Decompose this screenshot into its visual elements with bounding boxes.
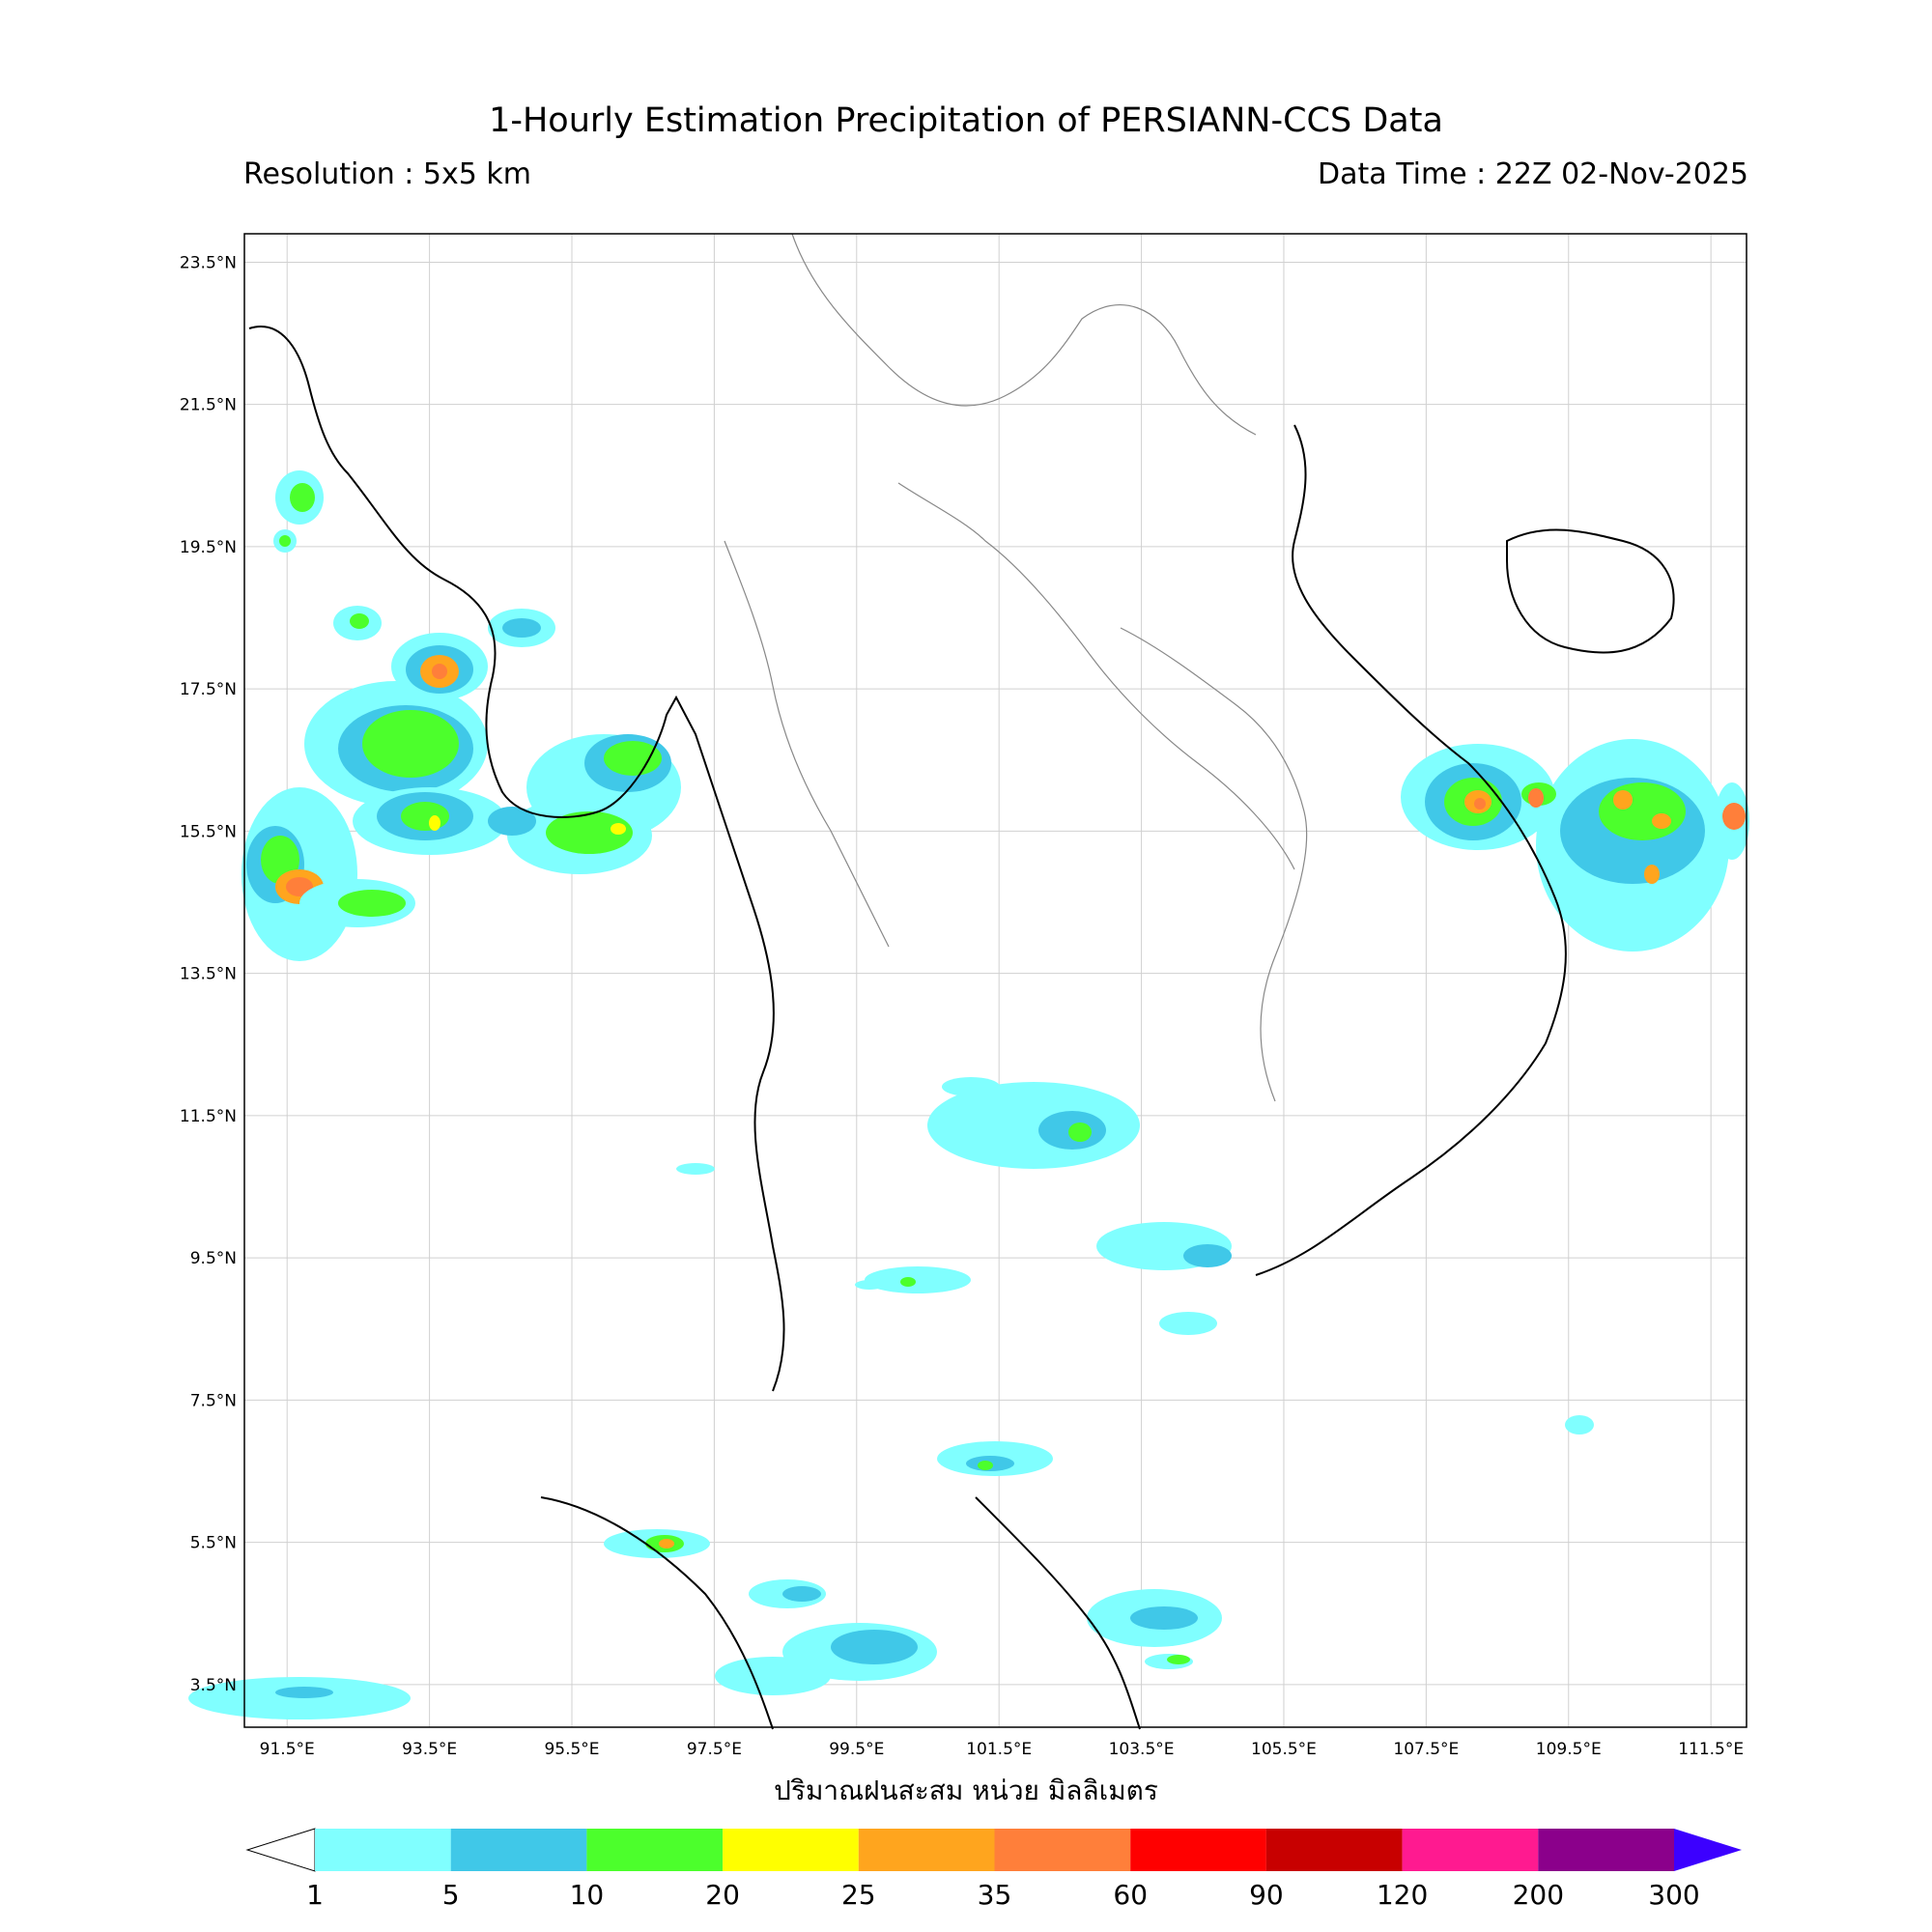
longitude-labels: 91.5°E 93.5°E 95.5°E 97.5°E 99.5°E 101.5°E 103…	[260, 1740, 1744, 1759]
map-title: 1-Hourly Estimation Precipitation of PER…	[489, 101, 1443, 140]
lat-tick-label: 15.5°N	[180, 822, 237, 841]
lon-tick-label: 95.5°E	[544, 1740, 599, 1759]
rain-cluster-vietnam-coast	[1401, 739, 1749, 952]
lon-tick-label: 105.5°E	[1251, 1740, 1317, 1759]
precipitation-layer	[188, 470, 1749, 1719]
lat-tick-label: 21.5°N	[180, 396, 237, 415]
lat-tick-label: 7.5°N	[190, 1391, 237, 1410]
lat-tick-label: 5.5°N	[190, 1534, 237, 1553]
rain-cluster-andaman-sea	[488, 609, 681, 874]
lon-tick-label: 109.5°E	[1536, 1740, 1602, 1759]
country-borders	[724, 233, 1308, 1102]
lat-tick-label: 17.5°N	[180, 680, 237, 699]
latitude-labels: 23.5°N 21.5°N 19.5°N 17.5°N 15.5°N 13.5°N 11.5…	[180, 253, 237, 1694]
rain-cluster-myanmar-coast	[273, 470, 507, 855]
lon-tick-label: 91.5°E	[260, 1740, 315, 1759]
lat-tick-label: 23.5°N	[180, 253, 237, 272]
map-background	[244, 234, 1747, 1727]
rain-cluster-west-edge	[242, 787, 415, 961]
resolution-label: Resolution : 5x5 km	[243, 157, 531, 191]
lat-tick-label: 3.5°N	[190, 1676, 237, 1695]
map-frame	[243, 233, 1747, 1728]
gridlines	[244, 234, 1747, 1727]
lon-tick-label: 111.5°E	[1678, 1740, 1744, 1759]
lat-tick-label: 19.5°N	[180, 538, 237, 557]
data-time-label: Data Time : 22Z 02-Nov-2025	[1318, 157, 1748, 191]
lon-tick-label: 103.5°E	[1109, 1740, 1175, 1759]
lon-tick-label: 99.5°E	[829, 1740, 884, 1759]
lat-tick-label: 11.5°N	[180, 1107, 237, 1126]
x-axis-label: ปริมาณฝนสะสม หน่วย มิลลิเมตร	[774, 1775, 1158, 1806]
coastlines	[248, 326, 1675, 1730]
lat-tick-label: 13.5°N	[180, 965, 237, 984]
rain-cluster-gulf-of-thailand	[865, 1077, 1232, 1335]
lon-tick-label: 107.5°E	[1393, 1740, 1459, 1759]
lat-tick-label: 9.5°N	[190, 1249, 237, 1268]
lon-tick-label: 101.5°E	[966, 1740, 1032, 1759]
lon-tick-label: 93.5°E	[402, 1740, 457, 1759]
lon-tick-label: 97.5°E	[687, 1740, 742, 1759]
